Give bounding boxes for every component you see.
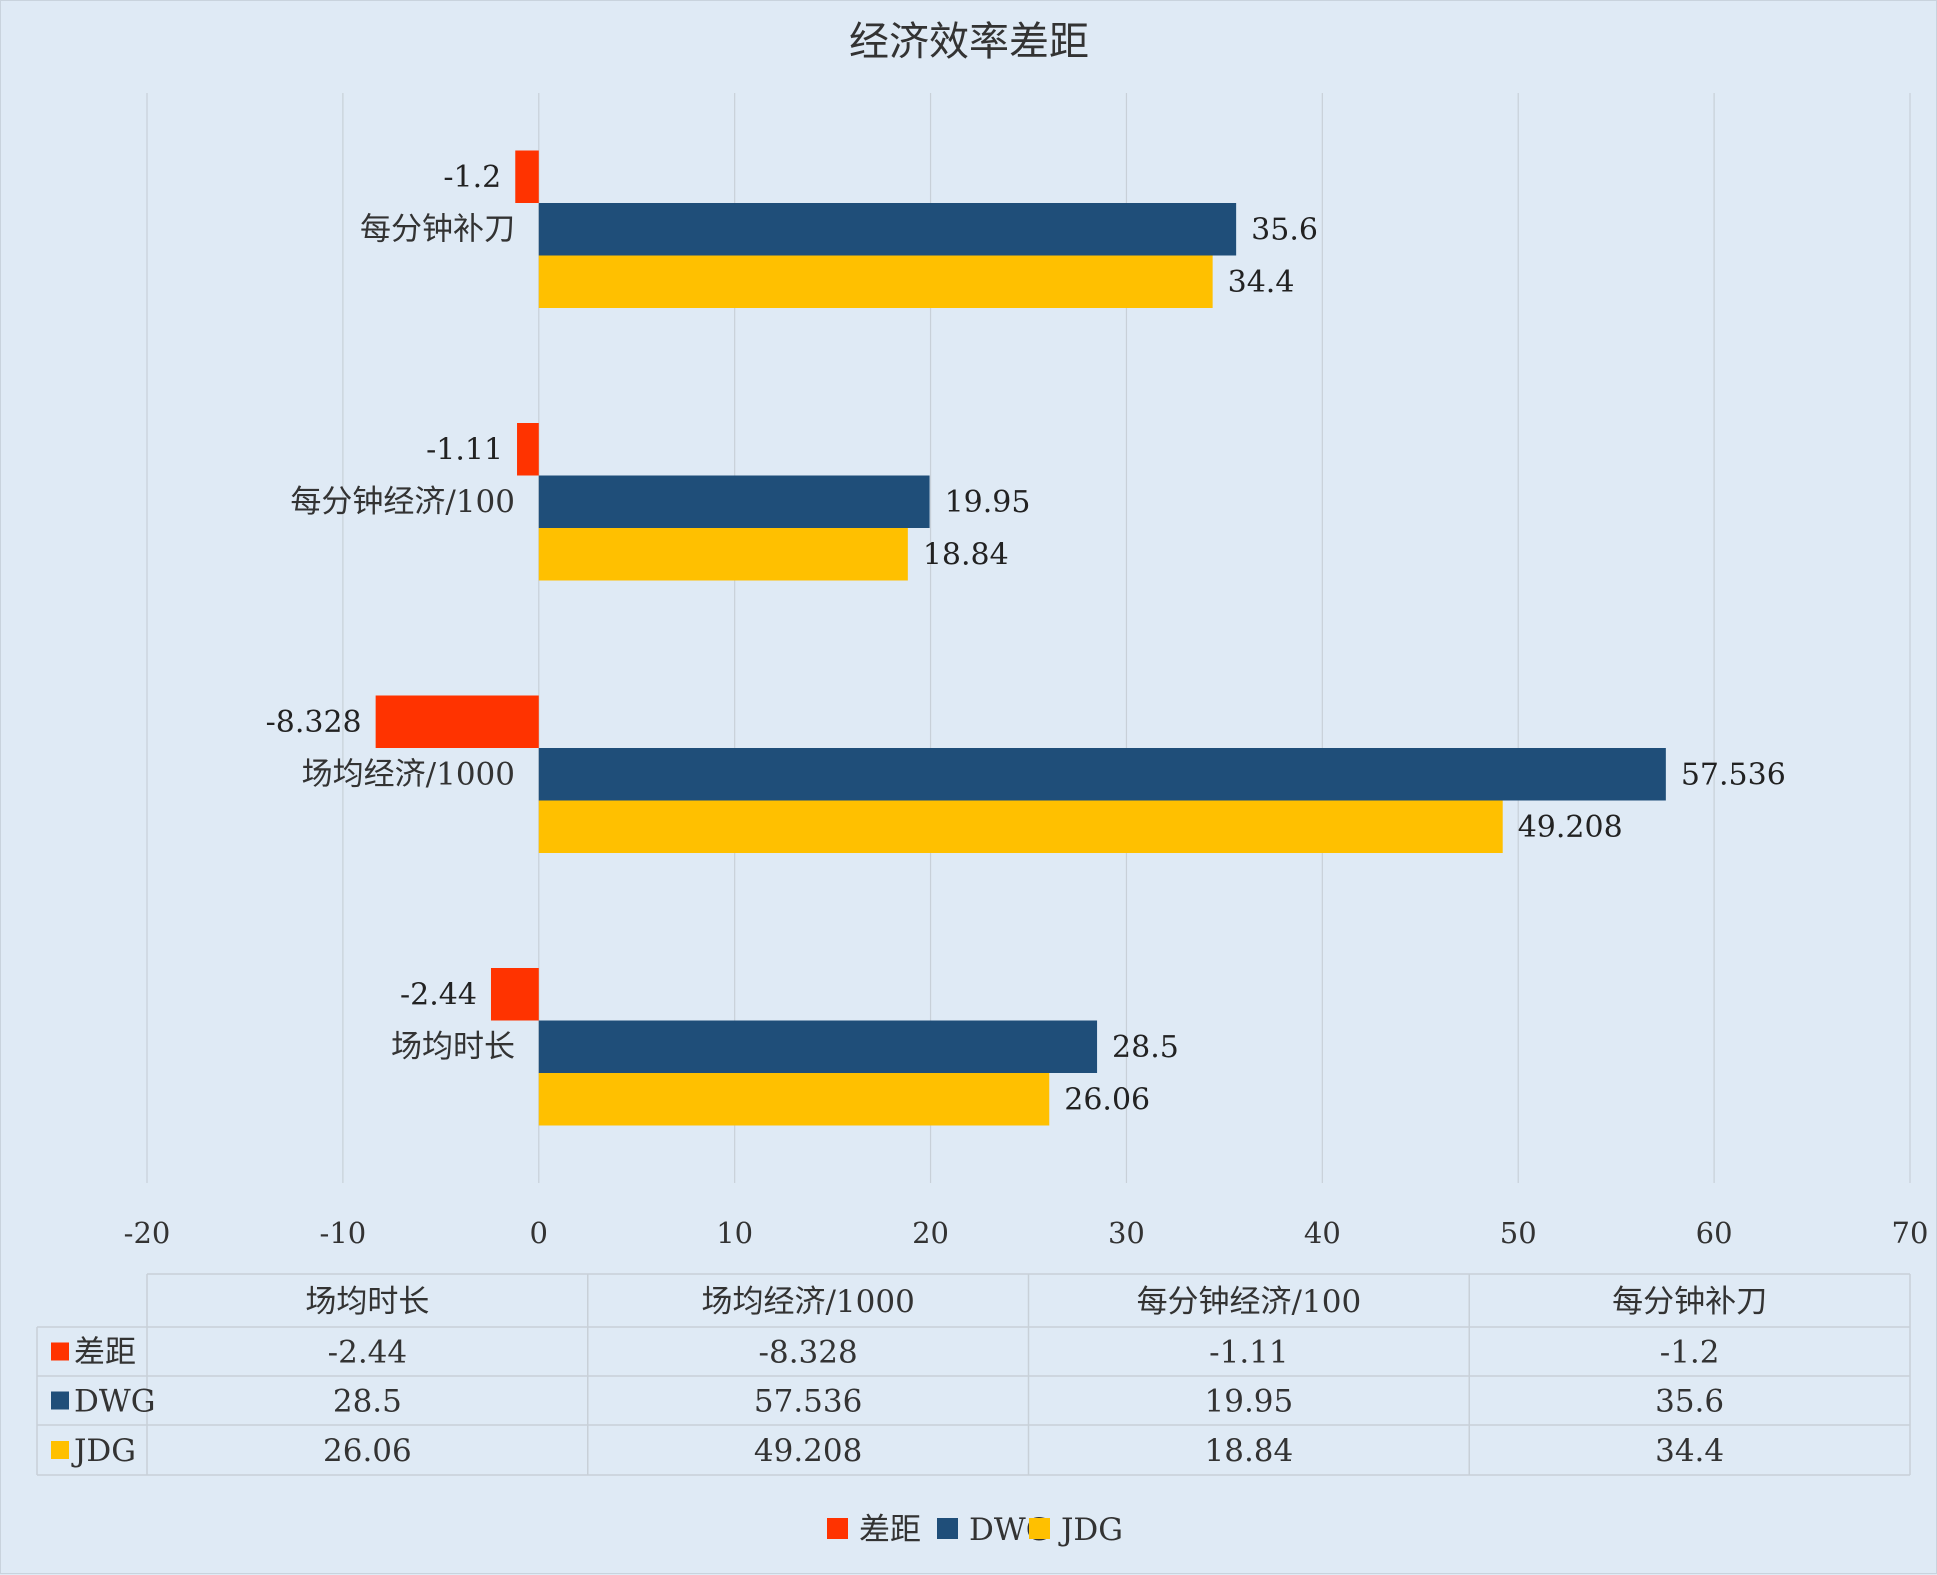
table-header: 每分钟补刀: [1612, 1284, 1767, 1320]
data-label: -1.2: [443, 160, 501, 195]
x-tick-label: 50: [1500, 1216, 1537, 1250]
category-label: 每分钟经济/100: [290, 484, 515, 520]
table-cell: 34.4: [1655, 1433, 1724, 1469]
data-label: 26.06: [1064, 1082, 1150, 1117]
data-label: -1.11: [426, 432, 503, 467]
table-header: 场均经济/1000: [701, 1284, 914, 1320]
table-series-name: 差距: [74, 1335, 136, 1371]
table-cell: 19.95: [1205, 1384, 1294, 1420]
x-tick-label: -10: [320, 1216, 367, 1250]
x-tick-label: 60: [1696, 1216, 1733, 1250]
x-tick-label: 20: [912, 1216, 949, 1250]
x-tick-label: -20: [124, 1216, 171, 1250]
data-label: 19.95: [945, 485, 1031, 520]
bar-JDG: [538, 528, 908, 581]
bar-DWG: [538, 1020, 1098, 1073]
legend-label: JDG: [1058, 1512, 1123, 1548]
x-tick-label: 30: [1108, 1216, 1145, 1250]
table-series-name: JDG: [71, 1433, 136, 1469]
table-header: 每分钟经济/100: [1137, 1284, 1362, 1320]
data-label: 49.208: [1518, 810, 1623, 845]
bar-DWG: [538, 475, 930, 528]
table-cell: 57.536: [754, 1384, 862, 1420]
data-label: -2.44: [400, 977, 477, 1012]
legend-key: [827, 1518, 848, 1539]
data-label: 34.4: [1228, 265, 1295, 300]
x-tick-label: 40: [1304, 1216, 1341, 1250]
table-cell: 26.06: [323, 1433, 412, 1469]
table-cell: 49.208: [754, 1433, 862, 1469]
legend-label: 差距: [859, 1512, 921, 1548]
table-cell: -2.44: [328, 1335, 408, 1371]
bar-JDG: [538, 255, 1213, 308]
data-label: 57.536: [1681, 757, 1786, 792]
category-label: 场均时长: [391, 1029, 515, 1065]
bar-DWG: [538, 748, 1666, 801]
table-legend-key: [51, 1391, 69, 1410]
bar-差距: [515, 150, 539, 203]
x-tick-label: 0: [530, 1216, 548, 1250]
table-cell: 28.5: [333, 1384, 402, 1420]
x-tick-label: 70: [1892, 1216, 1929, 1250]
table-legend-key: [51, 1342, 69, 1361]
category-label: 每分钟补刀: [360, 211, 515, 247]
table-legend-key: [51, 1441, 69, 1459]
data-label: 18.84: [923, 537, 1009, 572]
bar-差距: [490, 968, 539, 1021]
data-label: -8.328: [266, 705, 362, 740]
data-label: 28.5: [1112, 1030, 1179, 1065]
data-label: 35.6: [1251, 212, 1318, 247]
table-series-name: DWG: [74, 1384, 155, 1420]
table-header: 场均时长: [305, 1284, 429, 1320]
bar-差距: [517, 423, 539, 476]
bar-JDG: [538, 1073, 1050, 1126]
bar-差距: [375, 695, 539, 748]
table-cell: -8.328: [759, 1335, 858, 1371]
bar-DWG: [538, 203, 1237, 256]
category-label: 场均经济/1000: [302, 756, 515, 792]
legend-key: [937, 1518, 958, 1539]
chart-title: 经济效率差距: [849, 19, 1089, 65]
x-tick-label: 10: [716, 1216, 753, 1250]
table-cell: 18.84: [1205, 1433, 1294, 1469]
table-cell: -1.2: [1660, 1335, 1720, 1371]
legend-key: [1029, 1518, 1050, 1539]
table-cell: 35.6: [1655, 1384, 1724, 1420]
table-cell: -1.11: [1209, 1335, 1289, 1371]
bar-JDG: [538, 800, 1503, 853]
